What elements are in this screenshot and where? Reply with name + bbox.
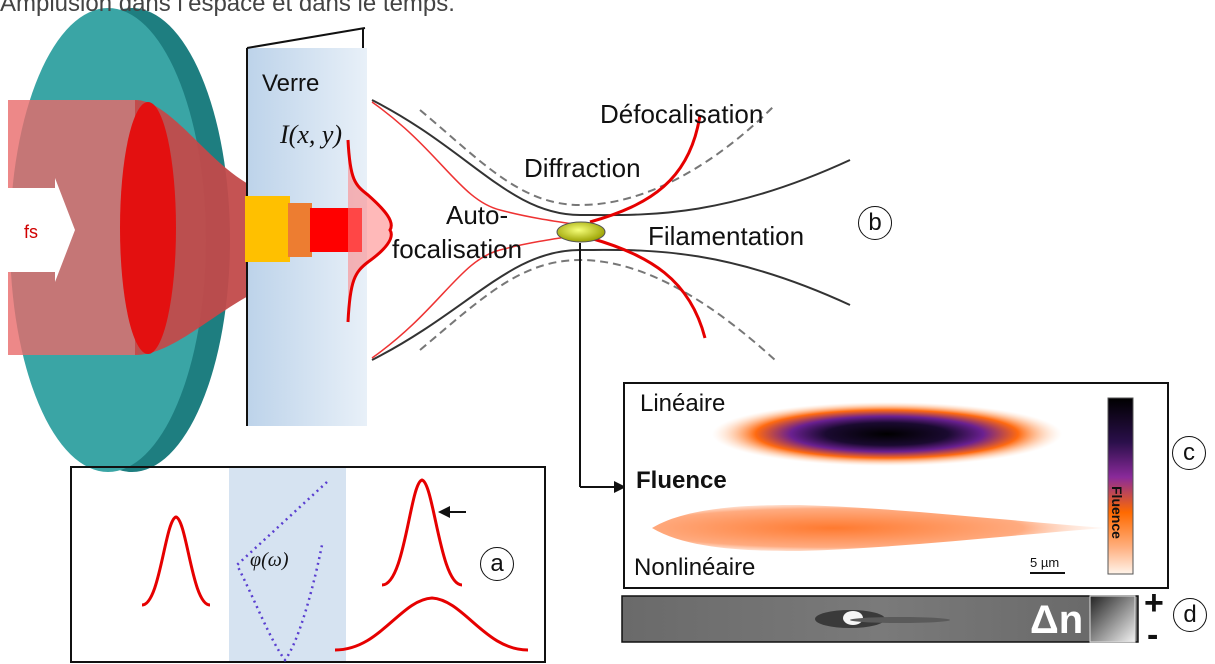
linear-label: Linéaire: [640, 390, 726, 417]
filamentation-label: Filamentation: [648, 221, 805, 251]
header-text: Amplusion dans l’espace et dans le temps…: [0, 0, 455, 17]
delta-n-label: Δn: [1030, 598, 1084, 642]
panel-a: [70, 466, 546, 663]
selffocus-label-1: Auto-: [446, 200, 509, 230]
intensity-profile: [348, 140, 392, 322]
panel-d: [621, 595, 1139, 643]
defocus-label: Défocalisation: [600, 99, 764, 129]
incoming-beam: [8, 100, 250, 355]
plus-sign: +: [1144, 584, 1164, 622]
pulse-label: fs: [24, 222, 38, 242]
nonlinear-fluence-profile: [652, 505, 1105, 551]
beam-in-glass: [245, 196, 362, 262]
panel-label-b: b: [858, 206, 892, 240]
glass-label: Verre: [262, 70, 320, 97]
fluence-label: Fluence: [636, 467, 727, 494]
focus-spot: [556, 221, 606, 243]
nonlinear-label: Nonlinéaire: [634, 554, 756, 581]
panel-label-d: d: [1173, 598, 1207, 632]
selffocus-label-2: focalisation: [392, 234, 523, 264]
phase-label: φ(ω): [250, 549, 289, 571]
intensity-label: I(x, y): [280, 120, 343, 149]
panel-c: [623, 382, 1169, 589]
panel-label-c: c: [1172, 436, 1206, 470]
linear-fluence-profile: [712, 402, 1062, 466]
minus-sign: -: [1147, 616, 1159, 654]
diffraction-label: Diffraction: [524, 153, 641, 183]
delta-n-swatch: [1089, 595, 1136, 643]
colorbar: [1107, 397, 1134, 575]
colorbar-label: Fluence: [1109, 486, 1125, 539]
panel-label-a: a: [480, 547, 514, 581]
connector-arrow: [579, 243, 626, 493]
scalebar-label: 5 µm: [1030, 555, 1060, 570]
